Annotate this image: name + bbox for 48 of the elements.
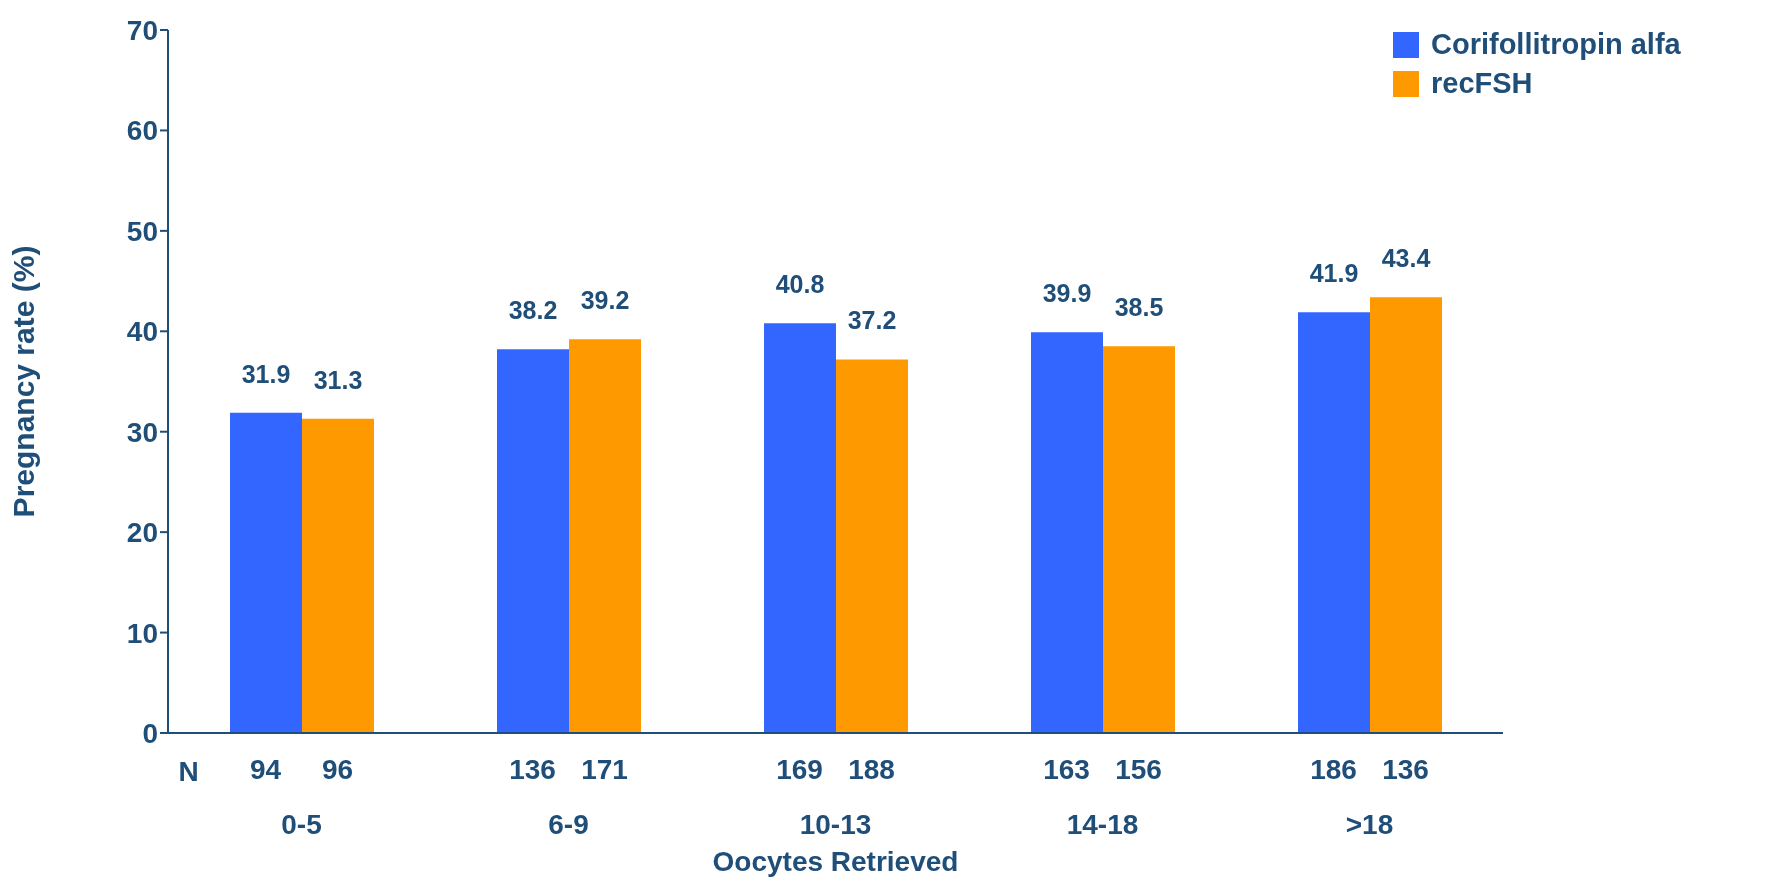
bar <box>1103 346 1175 733</box>
data-label: 39.2 <box>580 286 630 315</box>
legend-label: Corifollitropin alfa <box>1431 28 1681 61</box>
text: 186 <box>1310 754 1357 785</box>
y-tick-label: 10 <box>126 617 158 649</box>
bar <box>302 418 374 733</box>
y-tick-label: 30 <box>126 416 158 448</box>
y-tick-label: 40 <box>126 316 158 348</box>
text: N <box>178 756 199 787</box>
data-label: 31.9 <box>241 359 291 388</box>
bar <box>230 412 302 733</box>
text: 171 <box>581 754 628 785</box>
legend-label: recFSH <box>1431 67 1533 100</box>
text: 156 <box>1115 754 1162 785</box>
y-tick-label: 60 <box>126 115 158 147</box>
bar <box>1298 312 1370 733</box>
data-label: 37.2 <box>847 306 897 335</box>
text: 136 <box>509 754 556 785</box>
data-label: 31.3 <box>313 365 363 394</box>
bar <box>569 339 641 733</box>
bar <box>1031 332 1103 733</box>
bar <box>764 323 836 733</box>
bar <box>836 359 908 733</box>
x-tick-label: 10-13 <box>799 809 872 840</box>
data-label: 40.8 <box>775 270 825 299</box>
data-label: 41.9 <box>1309 259 1359 288</box>
text: 163 <box>1043 754 1090 785</box>
y-axis-title: Pregnancy rate (%) <box>6 245 40 518</box>
y-tick-label: 70 <box>126 14 158 46</box>
y-tick-label: 50 <box>126 215 158 247</box>
x-axis-title: Oocytes Retrieved <box>712 846 959 877</box>
data-label: 38.2 <box>508 296 558 325</box>
data-label: 43.4 <box>1381 244 1431 273</box>
text: 169 <box>776 754 823 785</box>
text: 136 <box>1382 754 1429 785</box>
bar <box>497 349 569 733</box>
x-tick-label: 14-18 <box>1066 809 1139 840</box>
text: 94 <box>249 754 282 785</box>
bar <box>1370 297 1442 733</box>
data-label: 38.5 <box>1114 293 1164 322</box>
text: 188 <box>848 754 895 785</box>
y-tick-label: 0 <box>142 717 158 749</box>
text: 96 <box>321 754 354 785</box>
x-tick-label: 0-5 <box>281 809 322 840</box>
y-tick-label: 20 <box>126 517 158 549</box>
x-tick-label: 6-9 <box>548 809 589 840</box>
data-label: 39.9 <box>1042 279 1092 308</box>
x-tick-label: >18 <box>1345 809 1394 840</box>
